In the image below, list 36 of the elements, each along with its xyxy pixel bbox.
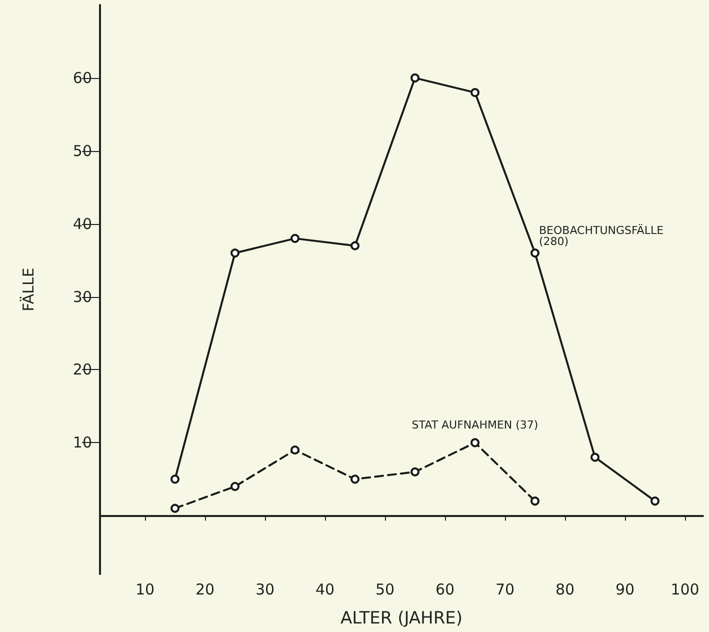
point bbox=[230, 248, 240, 258]
point bbox=[290, 234, 300, 243]
x-tick-label: 10 bbox=[135, 580, 155, 598]
point bbox=[290, 445, 300, 454]
point bbox=[470, 88, 480, 98]
point bbox=[170, 504, 180, 513]
x-tick-label: 100 bbox=[670, 580, 700, 598]
annotation: STAT AUFNAHMEN (37) bbox=[412, 418, 538, 432]
y-tick-label: 10 bbox=[72, 434, 92, 452]
x-tick-label: 90 bbox=[615, 580, 635, 598]
y-tick-label: 50 bbox=[72, 142, 92, 160]
point bbox=[470, 438, 480, 448]
point bbox=[650, 496, 660, 506]
y-tick-label: 20 bbox=[72, 360, 92, 379]
point bbox=[170, 474, 180, 484]
point bbox=[410, 467, 420, 476]
y-tick-label: 30 bbox=[72, 288, 92, 306]
point bbox=[590, 452, 600, 462]
y-tick-label: 40 bbox=[72, 214, 92, 233]
point bbox=[230, 482, 240, 491]
y-axis-title: FÄLLE bbox=[20, 268, 38, 312]
x-tick-label: 60 bbox=[435, 580, 455, 598]
x-axis-title: ALTER (JAHRE) bbox=[340, 608, 463, 628]
x-tick-label: 50 bbox=[375, 580, 395, 598]
annotation: BEOBACHTUNGSFÄLLE (280) bbox=[539, 223, 668, 248]
point bbox=[410, 73, 420, 82]
x-tick-label: 20 bbox=[195, 580, 215, 598]
x-tick-label: 40 bbox=[315, 580, 335, 598]
x-tick-label: 70 bbox=[495, 580, 515, 598]
x-tick-label: 30 bbox=[255, 580, 275, 598]
point bbox=[530, 496, 540, 506]
point bbox=[350, 241, 360, 250]
point bbox=[350, 474, 360, 484]
x-tick-label: 80 bbox=[555, 580, 575, 598]
y-tick-label: 60 bbox=[72, 68, 92, 87]
point bbox=[530, 248, 540, 258]
